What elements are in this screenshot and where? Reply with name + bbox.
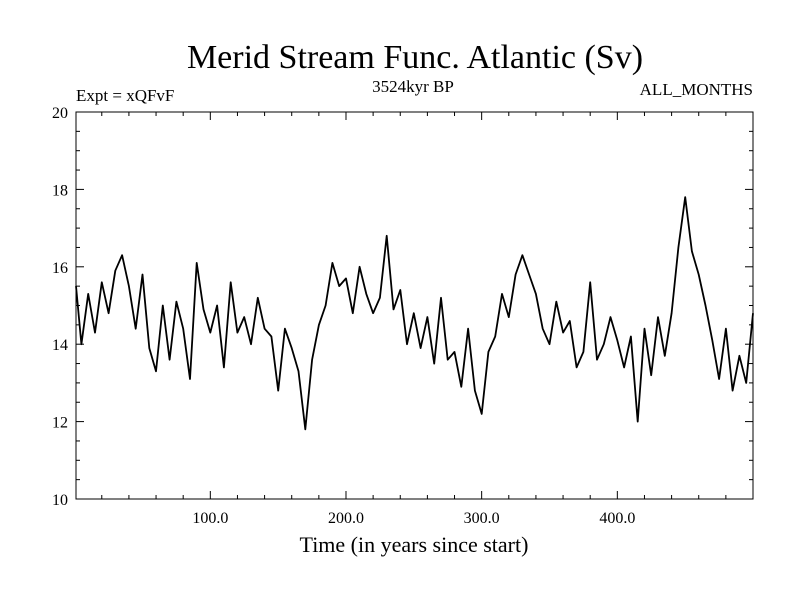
period-label: 3524kyr BP <box>372 77 454 96</box>
x-axis-ticks: 100.0 200.0 300.0 400.0 <box>101 112 727 527</box>
y-tick-label: 14 <box>52 337 68 354</box>
months-label: ALL_MONTHS <box>640 80 753 99</box>
x-tick-label: 200.0 <box>328 510 364 527</box>
y-tick-label: 16 <box>52 260 68 277</box>
series-layer <box>75 196 754 431</box>
chart-title: Merid Stream Func. Atlantic (Sv) <box>187 39 643 76</box>
y-tick-label: 12 <box>52 415 68 432</box>
x-tick-label: 100.0 <box>192 510 228 527</box>
x-tick-label: 400.0 <box>599 510 635 527</box>
x-axis-label: Time (in years since start) <box>300 532 529 557</box>
plot-frame <box>75 111 754 500</box>
y-axis-ticks: 10 12 14 16 18 20 <box>52 105 753 509</box>
series-line <box>75 196 754 431</box>
y-tick-label: 18 <box>52 182 68 199</box>
experiment-label: Expt = xQFvF <box>76 86 174 105</box>
y-tick-label: 10 <box>52 492 68 509</box>
y-tick-label: 20 <box>52 105 68 122</box>
x-tick-label: 300.0 <box>464 510 500 527</box>
